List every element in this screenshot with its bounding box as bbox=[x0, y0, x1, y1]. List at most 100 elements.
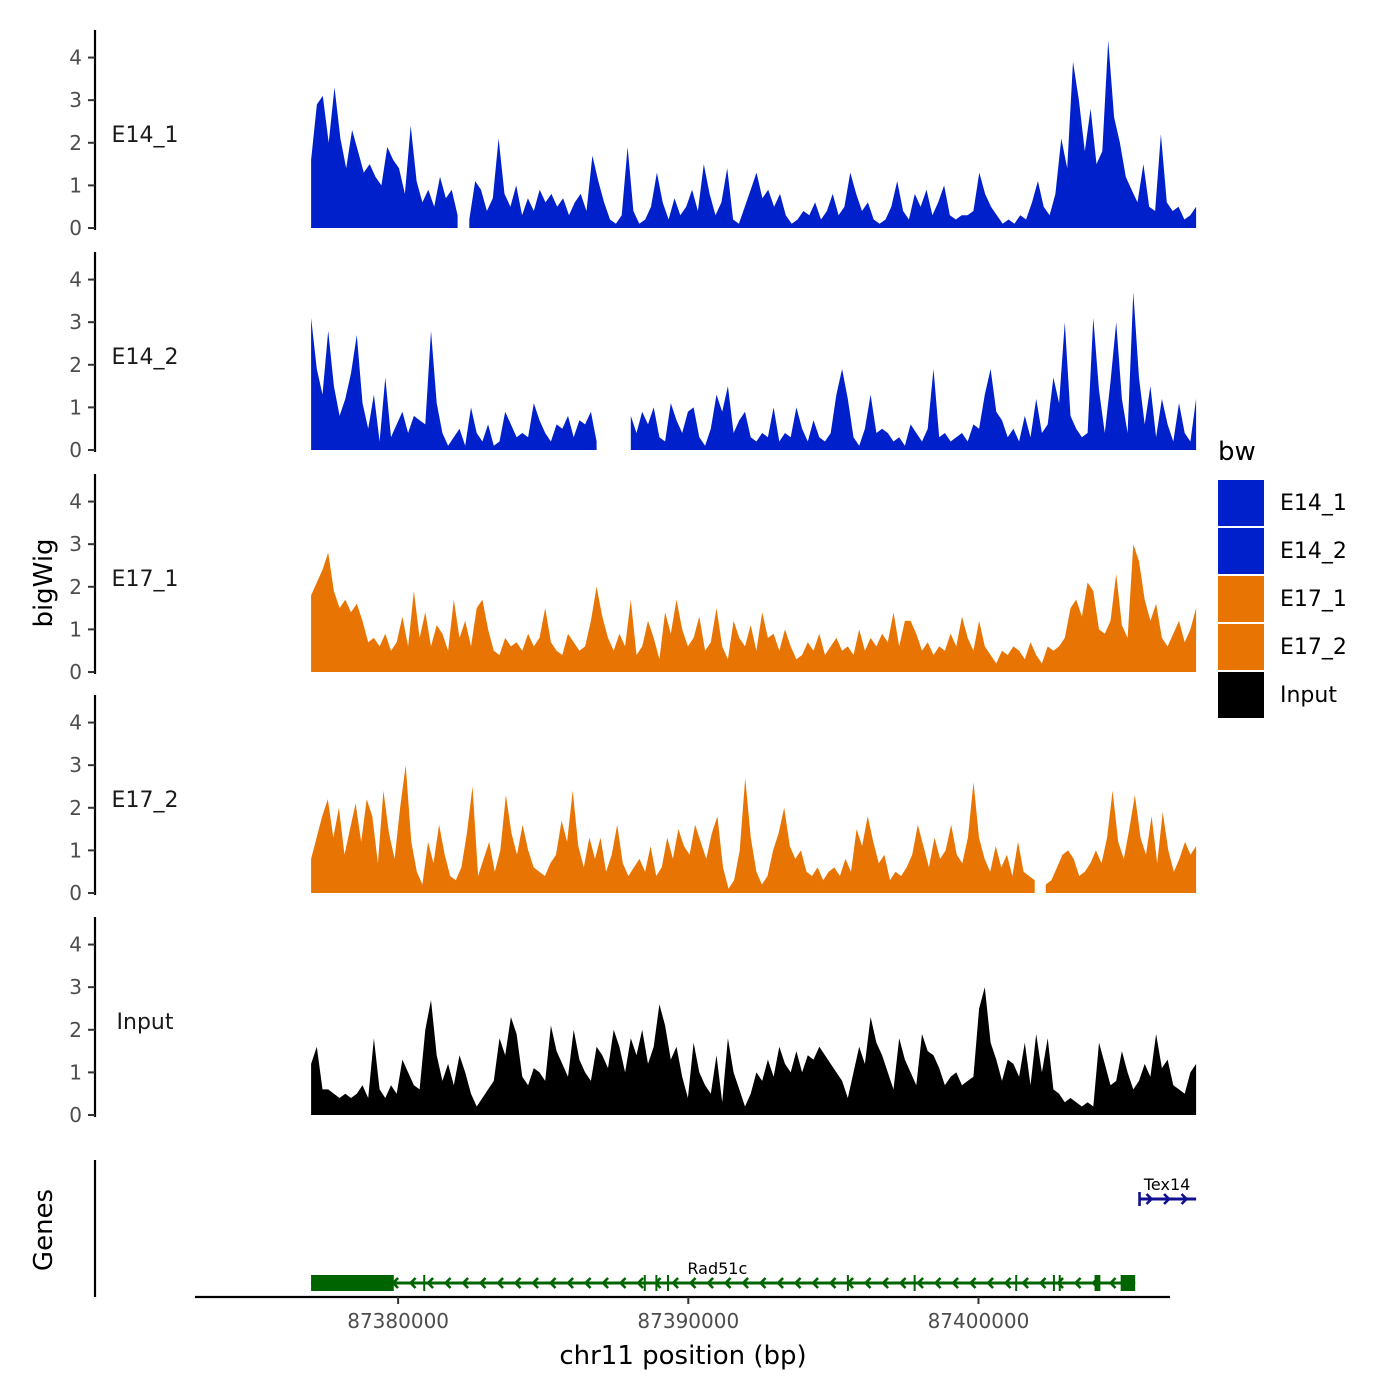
strand-arrow bbox=[706, 1277, 714, 1289]
area-segment bbox=[311, 544, 1197, 672]
strand-arrow bbox=[916, 1277, 924, 1289]
y-tick-label: 2 bbox=[69, 796, 82, 820]
strand-arrow bbox=[408, 1277, 417, 1289]
y-tick-label: 2 bbox=[69, 575, 82, 599]
strand-arrow bbox=[793, 1277, 802, 1289]
strand-arrow bbox=[1073, 1277, 1082, 1289]
y-tick-label: 0 bbox=[69, 216, 82, 240]
track-Input: 0 1 2 3 4 Input bbox=[69, 917, 1197, 1127]
genes-panel: 87380000 87390000 87400000 Rad51c Tex14 bbox=[93, 1160, 1197, 1333]
track-E14_2: 0 1 2 3 4 E14_2 bbox=[69, 252, 1197, 462]
gene-Tex14: Tex14 bbox=[1138, 1175, 1197, 1206]
legend-label: E14_2 bbox=[1280, 539, 1347, 564]
legend-entry: Input bbox=[1218, 672, 1337, 718]
genes-axis-title: Genes bbox=[29, 1189, 59, 1271]
strand-arrow bbox=[986, 1277, 994, 1289]
legend-label: E17_1 bbox=[1280, 587, 1347, 612]
x-tick-label: 87400000 bbox=[928, 1309, 1030, 1333]
y-tick-label: 3 bbox=[69, 975, 82, 999]
y-tick-label: 1 bbox=[69, 173, 82, 197]
y-tick-label: 2 bbox=[69, 353, 82, 377]
strand-arrow bbox=[1038, 1277, 1047, 1289]
exon-block bbox=[1094, 1275, 1101, 1291]
y-tick-label: 4 bbox=[69, 46, 82, 70]
exon-block bbox=[1120, 1275, 1136, 1291]
gene-label: Tex14 bbox=[1143, 1175, 1190, 1194]
y-tick-label: 4 bbox=[69, 268, 82, 292]
strand-arrow bbox=[1163, 1193, 1171, 1205]
track-E17_2: 0 1 2 3 4 E17_2 bbox=[69, 695, 1197, 905]
strand-arrow bbox=[688, 1277, 697, 1289]
gene-label: Rad51c bbox=[687, 1259, 747, 1278]
x-tick-label: 87380000 bbox=[347, 1309, 449, 1333]
legend-entry: E17_2 bbox=[1218, 624, 1347, 670]
strand-arrow bbox=[601, 1277, 609, 1289]
strand-arrow bbox=[478, 1277, 487, 1289]
strand-arrow bbox=[461, 1277, 469, 1289]
y-tick-label: 4 bbox=[69, 933, 82, 957]
area-segment bbox=[311, 317, 597, 450]
x-axis-title: chr11 position (bp) bbox=[559, 1341, 806, 1371]
strand-arrow bbox=[828, 1277, 837, 1289]
strand-arrow bbox=[1021, 1277, 1029, 1289]
strand-arrow bbox=[566, 1277, 574, 1289]
y-tick-label: 0 bbox=[69, 438, 82, 462]
legend-swatch bbox=[1218, 528, 1264, 574]
y-tick-label: 1 bbox=[69, 617, 82, 641]
legend-label: Input bbox=[1280, 683, 1337, 708]
area-segment bbox=[311, 87, 458, 229]
y-tick-label: 2 bbox=[69, 131, 82, 155]
y-tick-label: 4 bbox=[69, 711, 82, 735]
track-label: E17_1 bbox=[112, 567, 179, 592]
strand-arrow bbox=[863, 1277, 872, 1289]
strand-arrow bbox=[1145, 1193, 1154, 1205]
strand-arrow bbox=[618, 1277, 627, 1289]
strand-arrow bbox=[1003, 1277, 1012, 1289]
y-tick-label: 1 bbox=[69, 1060, 82, 1084]
y-tick-label: 3 bbox=[69, 532, 82, 556]
track-E17_1: 0 1 2 3 4 E17_1 bbox=[69, 474, 1197, 684]
y-tick-label: 3 bbox=[69, 753, 82, 777]
legend-label: E17_2 bbox=[1280, 635, 1347, 660]
x-tick-label: 87390000 bbox=[637, 1309, 739, 1333]
legend-swatch bbox=[1218, 480, 1264, 526]
strand-arrow bbox=[513, 1277, 522, 1289]
strand-arrow bbox=[723, 1277, 732, 1289]
legend-swatch bbox=[1218, 576, 1264, 622]
strand-arrow bbox=[758, 1277, 767, 1289]
legend-swatch bbox=[1218, 624, 1264, 670]
strand-arrow bbox=[531, 1277, 539, 1289]
strand-arrow bbox=[776, 1277, 784, 1289]
legend-swatch bbox=[1218, 672, 1264, 718]
area-segment bbox=[311, 765, 1035, 893]
strand-arrow bbox=[671, 1277, 679, 1289]
strand-arrow bbox=[1056, 1277, 1064, 1289]
legend-entry: E14_2 bbox=[1218, 528, 1347, 574]
strand-arrow bbox=[496, 1277, 504, 1289]
strand-arrow bbox=[426, 1277, 434, 1289]
area-segment bbox=[630, 292, 1197, 450]
y-tick-label: 3 bbox=[69, 310, 82, 334]
strand-arrow bbox=[968, 1277, 977, 1289]
track-label: E14_1 bbox=[112, 123, 179, 148]
strand-arrow bbox=[583, 1277, 592, 1289]
y-tick-label: 4 bbox=[69, 490, 82, 514]
area-segment bbox=[469, 40, 1197, 228]
y-tick-label: 2 bbox=[69, 1018, 82, 1042]
y-tick-label: 1 bbox=[69, 838, 82, 862]
legend: bw E14_1 E14_2 E17_1 E17_2 Input bbox=[1218, 437, 1347, 718]
y-tick-label: 1 bbox=[69, 395, 82, 419]
track-label: E17_2 bbox=[112, 788, 179, 813]
strand-arrow bbox=[636, 1277, 644, 1289]
y-tick-label: 0 bbox=[69, 660, 82, 684]
legend-entry: E17_1 bbox=[1218, 576, 1347, 622]
strand-arrow bbox=[811, 1277, 819, 1289]
y-axis-title: bigWig bbox=[29, 538, 59, 627]
y-tick-label: 0 bbox=[69, 881, 82, 905]
y-tick-label: 3 bbox=[69, 88, 82, 112]
strand-arrow bbox=[741, 1277, 749, 1289]
strand-arrow bbox=[881, 1277, 889, 1289]
legend-entry: E14_1 bbox=[1218, 480, 1347, 526]
strand-arrow bbox=[443, 1277, 452, 1289]
legend-label: E14_1 bbox=[1280, 491, 1347, 516]
